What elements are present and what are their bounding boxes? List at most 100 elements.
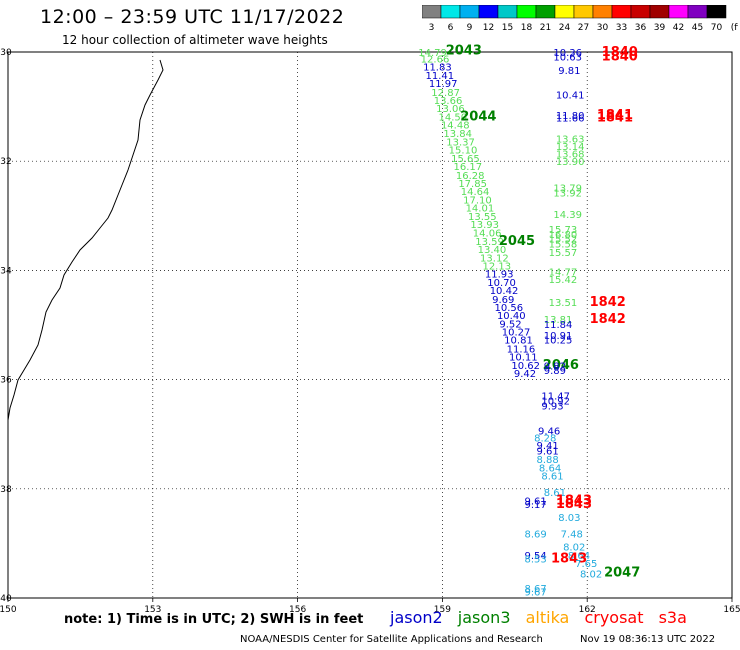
wave-height-label: 8.61 bbox=[544, 488, 566, 499]
wave-height-label: 13.81 bbox=[544, 315, 573, 326]
credit-text: NOAA/NESDIS Center for Satellite Applica… bbox=[240, 634, 543, 645]
legend-s3a: s3a bbox=[658, 608, 687, 627]
pass-time-label: 1842 bbox=[590, 295, 626, 310]
lon-label: 159 bbox=[434, 605, 451, 615]
wave-height-label: 8.03 bbox=[558, 513, 580, 524]
legend-cryosat: cryosat bbox=[584, 608, 644, 627]
wave-height-label: 14.77 bbox=[549, 267, 578, 278]
wave-height-label: 9.17 bbox=[524, 500, 546, 511]
wave-height-label: 9.54 bbox=[524, 551, 546, 562]
wave-height-label: 9.61 bbox=[537, 447, 559, 458]
wave-height-label: 15.42 bbox=[549, 275, 578, 286]
page-title: 12:00 – 23:59 UTC 11/17/2022 bbox=[40, 6, 345, 28]
wave-height-label: 9.42 bbox=[514, 369, 536, 380]
wave-height-label: 9.89 bbox=[544, 366, 566, 377]
wave-height-label: 11.80 bbox=[556, 111, 585, 122]
wave-height-label: 11.83 bbox=[423, 63, 452, 74]
pass-time-label: 1841 bbox=[597, 111, 633, 126]
pass-time-label: 1843 bbox=[551, 552, 587, 567]
colorbar-label: 30 bbox=[597, 23, 609, 33]
wave-height-label: 8.64 bbox=[568, 551, 590, 562]
satellite-legend: jason2 jason3 altika cryosat s3a bbox=[390, 608, 697, 627]
colorbar-label: 15 bbox=[502, 23, 513, 33]
wave-height-label: 8.69 bbox=[524, 530, 546, 541]
wave-height-label: 10.91 bbox=[544, 331, 573, 342]
pass-time-label: 2044 bbox=[460, 109, 496, 124]
wave-height-label: 13.79 bbox=[553, 183, 582, 194]
lon-label: 150 bbox=[0, 605, 17, 615]
wave-height-label: 13.68 bbox=[556, 150, 585, 161]
wave-height-label: 9.61 bbox=[524, 496, 546, 507]
wave-height-label: 13.40 bbox=[478, 245, 507, 256]
wave-height-label: 16.80 bbox=[549, 230, 578, 241]
wave-height-label: 15.58 bbox=[549, 240, 578, 251]
pass-time-label: 1843 bbox=[556, 497, 592, 512]
generated-timestamp: Nov 19 08:36:13 UTC 2022 bbox=[580, 634, 716, 645]
wave-height-label: 10.56 bbox=[495, 303, 524, 314]
wave-height-label: 11.84 bbox=[544, 320, 573, 331]
coastline bbox=[7, 59, 164, 421]
colorbar-label: (ft) bbox=[731, 23, 738, 33]
wave-height-label: 7.48 bbox=[561, 530, 583, 541]
wave-height-label: 15.52 bbox=[549, 235, 578, 246]
lon-label: 165 bbox=[723, 605, 740, 615]
wave-height-label: 13.63 bbox=[556, 134, 585, 145]
wave-height-label: 11.47 bbox=[541, 391, 570, 402]
legend-jason2: jason2 bbox=[390, 608, 443, 627]
wave-height-label: 8.64 bbox=[539, 464, 561, 475]
lat-label: 36 bbox=[0, 376, 12, 386]
wave-height-label: 13.66 bbox=[434, 96, 463, 107]
pass-time-label: 1841 bbox=[597, 108, 633, 123]
wave-height-label: 15.57 bbox=[549, 248, 578, 259]
wave-height-label: 10.70 bbox=[487, 278, 516, 289]
wave-height-label: 13.37 bbox=[446, 138, 475, 149]
wave-height-label: 13.12 bbox=[480, 253, 509, 264]
wave-height-label: 8.67 bbox=[524, 584, 546, 595]
wave-height-label: 8.02 bbox=[563, 543, 585, 554]
wave-height-label: 10.92 bbox=[541, 396, 570, 407]
lat-label: 40 bbox=[0, 594, 12, 604]
wave-height-label: 10.40 bbox=[497, 311, 526, 322]
lat-label: 30 bbox=[0, 48, 12, 58]
wave-height-label: 11.93 bbox=[485, 270, 514, 281]
wave-height-label: 13.06 bbox=[436, 104, 465, 115]
wave-height-label: 8.53 bbox=[524, 555, 546, 566]
colorbar-label: 21 bbox=[540, 23, 551, 33]
wave-height-label: 15.65 bbox=[451, 154, 480, 165]
map-frame bbox=[7, 51, 733, 599]
colorbar-label: 39 bbox=[654, 23, 666, 33]
wave-height-label: 9.41 bbox=[537, 441, 559, 452]
wave-height-label: 13.59 bbox=[475, 237, 504, 248]
wave-height-label: 10.25 bbox=[544, 336, 573, 347]
pass-time-label: 1842 bbox=[590, 312, 626, 327]
lat-label: 32 bbox=[0, 157, 11, 167]
wave-height-label: 10.42 bbox=[490, 286, 519, 297]
wave-height-label: 10.81 bbox=[504, 336, 533, 347]
wave-height-label: 8.88 bbox=[537, 455, 559, 466]
wave-height-label: 10.27 bbox=[502, 328, 531, 339]
colorbar-label: 24 bbox=[559, 23, 571, 33]
pass-time-label: 1840 bbox=[602, 45, 638, 60]
wave-height-label: 12.66 bbox=[421, 55, 450, 66]
legend-altika: altika bbox=[525, 608, 570, 627]
legend-jason3: jason3 bbox=[457, 608, 511, 627]
colorbar-label: 9 bbox=[467, 23, 473, 33]
wave-height-label: 9.69 bbox=[492, 295, 514, 306]
lon-label: 156 bbox=[289, 605, 306, 615]
colorbar-label: 42 bbox=[673, 23, 684, 33]
wave-height-label: 14.50 bbox=[439, 112, 468, 123]
wave-height-label: 16.28 bbox=[456, 171, 485, 182]
wave-height-label: 14.06 bbox=[473, 229, 502, 240]
lat-label: 38 bbox=[0, 485, 12, 495]
colorbar-label: 27 bbox=[578, 23, 589, 33]
pass-time-label: 2046 bbox=[543, 358, 579, 373]
lon-label: 162 bbox=[579, 605, 596, 615]
colorbar-label: 12 bbox=[483, 23, 494, 33]
wave-height-label: 12.87 bbox=[431, 88, 460, 99]
wave-height-label: 13.51 bbox=[549, 298, 578, 309]
colorbar-label: 70 bbox=[711, 23, 723, 33]
colorbar-label: 18 bbox=[521, 23, 533, 33]
wave-height-label: 7.65 bbox=[575, 559, 597, 570]
colorbar-label: 33 bbox=[616, 23, 627, 33]
wave-height-label: 9.93 bbox=[541, 401, 563, 412]
